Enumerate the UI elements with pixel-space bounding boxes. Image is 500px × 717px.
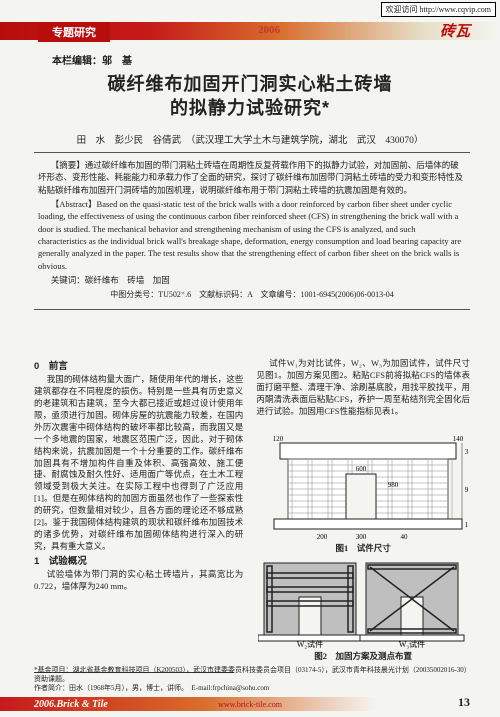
abstract-en: 【Abstract】Based on the quasi-static test… xyxy=(38,198,466,272)
abstract-cn: 【摘要】通过碳纤维布加固的带门洞粘土砖墙在周期性反复荷载作用下的拟静力试验，对加… xyxy=(38,159,466,196)
footer-journal: 2006.Brick & Tile xyxy=(34,699,108,710)
figure-1: 120 140 980 300 200 40 600 300 900 100 图1 试件尺寸 xyxy=(256,421,470,555)
right-intro: 试件W₁为对比试件，W₂、W₃为加固试件，试件尺寸见图1。加固方案见图2。粘贴C… xyxy=(256,358,470,417)
header-year: 2006 xyxy=(258,24,280,36)
section-label: 专题研究 xyxy=(38,22,110,42)
svg-text:200: 200 xyxy=(317,533,328,541)
svg-text:140: 140 xyxy=(453,435,464,443)
figure-1-svg: 120 140 980 300 200 40 600 300 900 100 xyxy=(258,421,468,541)
svg-text:40: 40 xyxy=(401,533,409,541)
section-1-title: 1 试验概况 xyxy=(34,555,243,568)
footnotes: *基金项目：湖北省基金教育科技项目（K200503），武汉市建委委员科技委员会项… xyxy=(34,666,470,693)
column-editor: 本栏编辑：邬 基 xyxy=(52,52,132,67)
section-0-body: 我国的砌体结构量大面广，随使用年代的增长，这些建筑都存在不同程度的损伤。特别是一… xyxy=(34,374,243,552)
svg-text:120: 120 xyxy=(273,435,284,443)
authors-line: 田 水 彭少民 谷倩武 （武汉理工大学土木与建筑学院，湖北 武汉 430070） xyxy=(0,132,500,146)
journal-logo: 砖瓦 xyxy=(440,20,470,41)
body-columns: 0 前言 我国的砌体结构量大面广，随使用年代的增长，这些建筑都存在不同程度的损伤… xyxy=(34,358,470,681)
article-title: 碳纤维布加固开门洞实心粘土砖墙 的拟静力试验研究* xyxy=(0,72,500,121)
title-line-1: 碳纤维布加固开门洞实心粘土砖墙 xyxy=(0,72,500,96)
svg-text:300: 300 xyxy=(356,533,367,541)
footnote-funding: *基金项目：湖北省基金教育科技项目（K200503），武汉市建委委员科技委员会项… xyxy=(34,666,470,684)
svg-text:W₃试件: W₃试件 xyxy=(399,639,425,649)
title-line-2: 的拟静力试验研究* xyxy=(0,96,500,120)
footer-url: www.brick-tile.com xyxy=(218,700,282,709)
footer-page-number: 13 xyxy=(458,695,470,710)
figure-2-svg: W₂试件 W₃试件 xyxy=(258,559,468,649)
figure-1-caption: 图1 试件尺寸 xyxy=(256,543,470,555)
abstract-box: 【摘要】通过碳纤维布加固的带门洞粘土砖墙在周期性反复荷载作用下的拟静力试验，对加… xyxy=(34,152,470,310)
svg-text:980: 980 xyxy=(388,481,399,489)
left-column: 0 前言 我国的砌体结构量大面广，随使用年代的增长，这些建筑都存在不同程度的损伤… xyxy=(34,358,243,593)
svg-text:300: 300 xyxy=(465,448,468,456)
figure-2: W₂试件 W₃试件 图2 加固方案及测点布置 xyxy=(256,559,470,663)
footnote-author: 作者简介：田水（1968年5月），男，博士，讲师。 E-mail:frpchin… xyxy=(34,684,470,693)
svg-text:W₂试件: W₂试件 xyxy=(297,639,323,649)
svg-text:100: 100 xyxy=(465,521,468,529)
figure-2-caption: 图2 加固方案及测点布置 xyxy=(256,651,470,663)
svg-text:600: 600 xyxy=(356,465,367,473)
clc-line: 中图分类号：TU502⁺.6 文献标识码：A 文章编号：1001-6945(20… xyxy=(38,289,466,301)
source-url-note: 欢迎访问 http://www.cqvip.com xyxy=(381,2,496,17)
svg-text:900: 900 xyxy=(465,486,468,494)
section-1-body: 试验墙体为带门洞的实心粘土砖墙片，其高宽比为0.722，墙体厚为240 mm。 xyxy=(34,569,243,593)
right-column: 试件W₁为对比试件，W₂、W₃为加固试件，试件尺寸见图1。加固方案见图2。粘贴C… xyxy=(256,358,470,667)
keywords: 关键词：碳纤维布 砖墙 加固 xyxy=(38,274,466,286)
section-0-title: 0 前言 xyxy=(34,360,243,373)
